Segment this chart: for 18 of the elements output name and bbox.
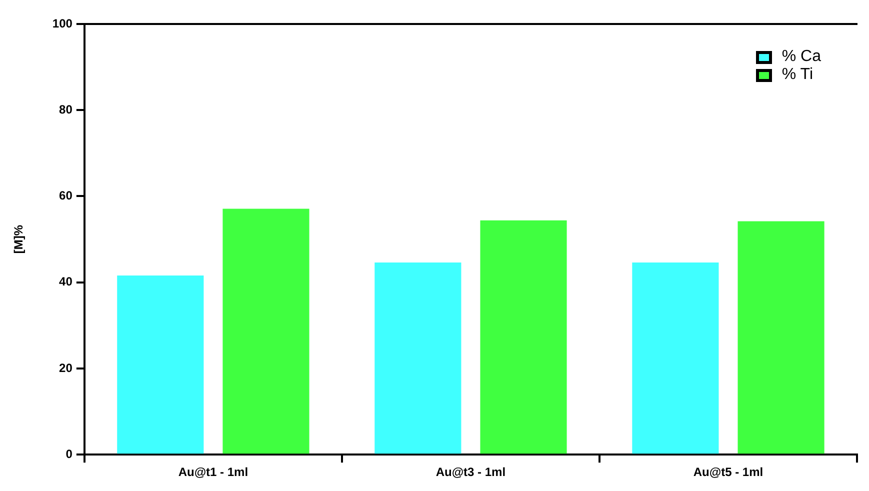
x-tick-label: Au@t1 - 1ml xyxy=(178,465,248,480)
y-tick-label: 100 xyxy=(52,16,73,30)
x-tick-label: Au@t5 - 1ml xyxy=(693,465,764,480)
y-tick-label: 0 xyxy=(66,446,73,461)
bar xyxy=(222,208,310,454)
bar xyxy=(117,275,204,454)
y-tick-label: 80 xyxy=(59,102,73,116)
bar xyxy=(480,220,567,454)
bar xyxy=(738,221,824,454)
bar xyxy=(374,262,462,454)
legend-label: % Ca xyxy=(782,48,821,66)
y-tick-label: 40 xyxy=(59,274,73,289)
bar xyxy=(632,262,719,454)
legend-label: % Ti xyxy=(782,66,813,84)
y-tick-label: 60 xyxy=(59,188,73,203)
y-tick-label: 20 xyxy=(59,360,73,375)
x-tick-label: Au@t3 - 1ml xyxy=(436,465,506,480)
y-axis-title: [M]% xyxy=(12,224,26,254)
